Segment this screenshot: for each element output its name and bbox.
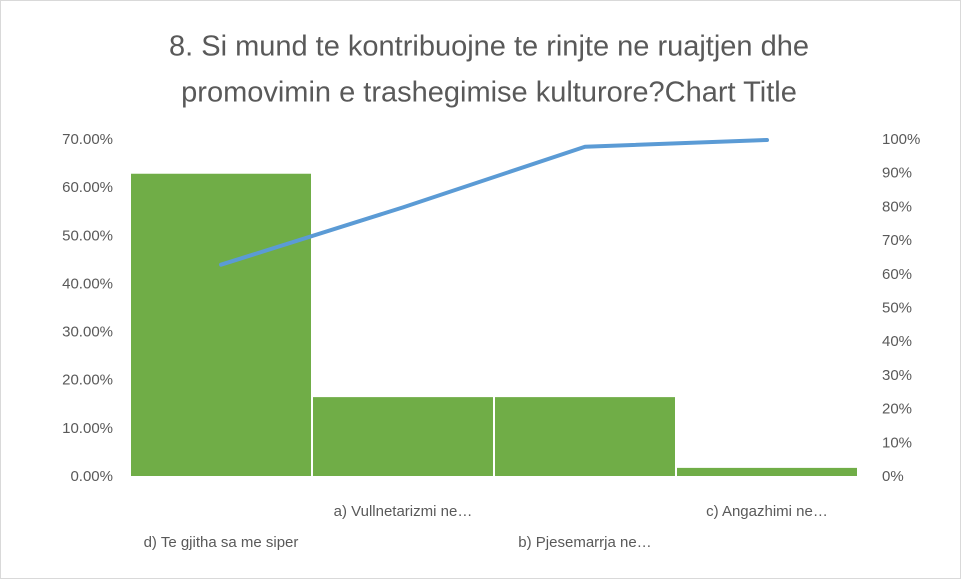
y2-tick-label: 50%	[882, 299, 912, 316]
y2-tick-label: 20%	[882, 401, 912, 418]
bar	[129, 171, 313, 478]
y2-tick-label: 100%	[882, 131, 920, 148]
y-tick-label: 70.00%	[62, 131, 113, 148]
y-tick-label: 30.00%	[62, 324, 113, 341]
y2-tick-label: 10%	[882, 434, 912, 451]
x-tick-label: d) Te gjitha sa me siper	[144, 534, 299, 551]
y2-tick-label: 60%	[882, 266, 912, 283]
y-tick-label: 0.00%	[70, 468, 113, 485]
x-tick-label: b) Pjesemarrja ne…	[518, 534, 651, 551]
y2-tick-label: 80%	[882, 198, 912, 215]
y2-tick-label: 30%	[882, 367, 912, 384]
y2-tick-label: 40%	[882, 333, 912, 350]
x-tick-label: a) Vullnetarizmi ne…	[334, 503, 473, 520]
y-tick-label: 10.00%	[62, 420, 113, 437]
chart-title: 8. Si mund te kontribuojne te rinjte ne …	[169, 31, 809, 63]
y2-tick-label: 90%	[882, 165, 912, 182]
x-tick-label: c) Angazhimi ne…	[706, 503, 828, 520]
y-tick-label: 40.00%	[62, 275, 113, 292]
bar	[675, 465, 859, 479]
bar	[493, 395, 677, 478]
y-tick-label: 50.00%	[62, 227, 113, 244]
cumulative-line	[219, 138, 769, 267]
y-tick-label: 20.00%	[62, 372, 113, 389]
y-tick-label: 60.00%	[62, 179, 113, 196]
y2-tick-label: 70%	[882, 232, 912, 249]
chart-title: promovimin e trashegimise kulturore?Char…	[181, 77, 797, 109]
y2-tick-label: 0%	[882, 468, 904, 485]
bar	[311, 395, 495, 478]
